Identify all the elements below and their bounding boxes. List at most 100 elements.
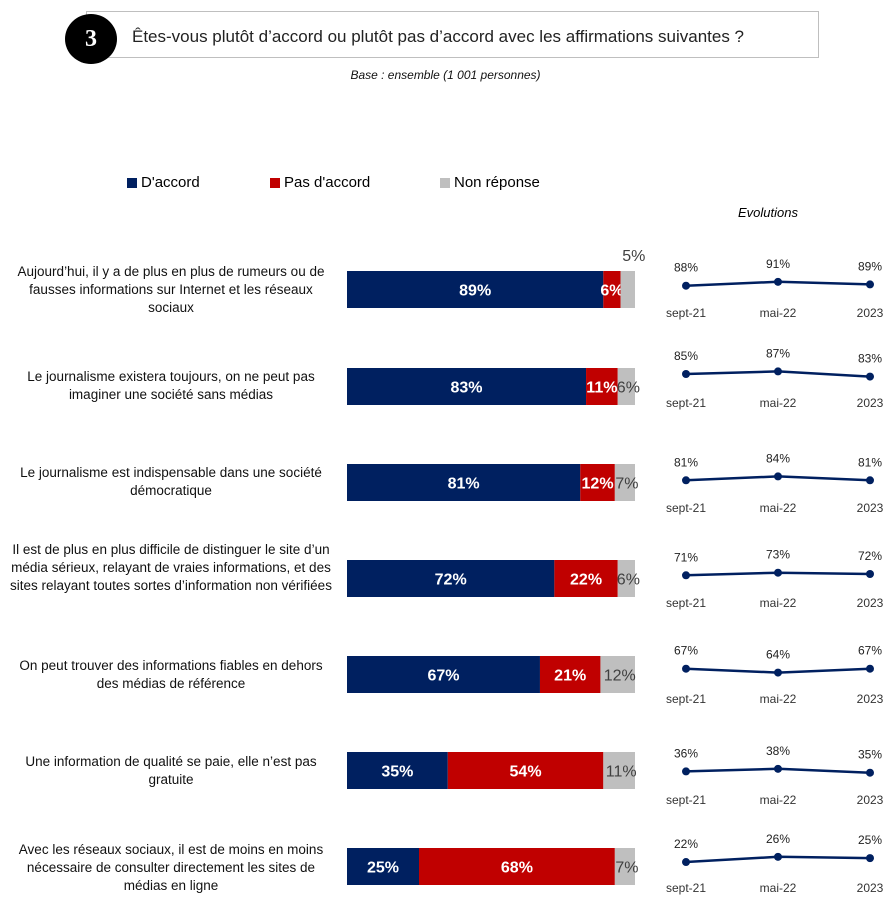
question-number-badge: 3 [65, 14, 117, 64]
evolution-x-label: mai-22 [760, 596, 797, 610]
evolution-value-label: 26% [766, 832, 790, 846]
evolution-point [682, 476, 690, 485]
evolution-point [866, 570, 874, 578]
bar-segment-pas-accord [539, 656, 601, 693]
evolution-value-label: 73% [766, 548, 790, 562]
evolution-x-label: sept-21 [666, 881, 706, 895]
evolution-value-label: 67% [858, 644, 882, 658]
evolution-value-label: 64% [766, 648, 790, 662]
legend-swatch-pas-accord [270, 177, 280, 188]
evolution-value-label: 84% [766, 451, 790, 465]
evolution-value-label: 85% [674, 349, 698, 363]
bar-segment-accord [347, 464, 581, 501]
legend-label: Pas d'accord [284, 174, 371, 191]
bar-segment-pas-accord [447, 752, 604, 789]
bar-segment-non-reponse [614, 848, 635, 885]
statement-label: Une information de qualité se paie, elle… [25, 754, 317, 787]
bar-value-label: 12% [604, 668, 636, 685]
evolution-point [682, 281, 690, 290]
bar-value-label: 68% [501, 860, 533, 877]
statement-label: Le journalisme existera toujours, on ne … [27, 369, 315, 402]
statement-label: Avec les réseaux sociaux, il est de moin… [18, 842, 324, 893]
evolution-point [866, 280, 874, 289]
evolution-value-label: 81% [858, 455, 882, 469]
evolution-x-label: mai-22 [760, 881, 797, 895]
evolution-x-label: sept-21 [666, 596, 706, 610]
bar-segment-non-reponse [614, 464, 635, 501]
evolution-x-label: sept-21 [666, 396, 706, 410]
bar-value-label: 11% [586, 380, 617, 397]
bar-segment-accord [347, 656, 540, 693]
evolutions-title: Evolutions [738, 205, 798, 220]
bar-segment-pas-accord [603, 271, 621, 308]
legend-item-accord: D'accord [127, 174, 200, 191]
bar-value-label: 54% [510, 764, 542, 781]
evolution-value-label: 83% [858, 352, 882, 366]
evolution-x-label: mai-22 [760, 692, 797, 706]
evolution-x-label: 2023 [857, 306, 884, 320]
statement-label: Le journalisme est indispensable dans un… [20, 465, 322, 498]
bar-value-label: 83% [451, 380, 483, 397]
bar-value-label: 72% [435, 572, 467, 589]
evolution-x-label: 2023 [857, 881, 884, 895]
evolution-point [682, 767, 690, 776]
bar-value-label: 25% [367, 860, 399, 877]
evolution-x-label: sept-21 [666, 306, 706, 320]
evolution-value-label: 81% [674, 455, 698, 469]
evolution-point [682, 664, 690, 673]
bar-segment-non-reponse [600, 656, 635, 693]
evolution-point [774, 277, 782, 286]
evolution-value-label: 67% [674, 644, 698, 658]
bar-segment-pas-accord [580, 464, 615, 501]
bar-segment-non-reponse [603, 752, 635, 789]
bar-value-label: 89% [459, 283, 491, 300]
bar-value-label: 67% [427, 668, 459, 685]
bar-value-label: 11% [606, 764, 637, 781]
legend-label: Non réponse [454, 174, 540, 191]
question-number: 3 [85, 25, 97, 52]
legend-swatch-accord [127, 177, 137, 188]
legend-item-pas-accord: Pas d'accord [270, 174, 370, 191]
legend-swatch-non-reponse [440, 177, 450, 188]
bar-value-label: 22% [570, 572, 602, 589]
evolution-point [682, 370, 690, 378]
bar-value-label: 81% [448, 476, 480, 493]
evolution-x-label: sept-21 [666, 793, 706, 807]
bar-segment-accord [347, 368, 587, 405]
bar-value-label: 5% [622, 248, 645, 265]
bar-segment-accord [347, 848, 419, 885]
bar-segment-pas-accord [419, 848, 615, 885]
evolution-x-label: 2023 [857, 501, 884, 515]
bar-value-label: 7% [615, 476, 638, 493]
legend-item-non-reponse: Non réponse [440, 174, 540, 191]
evolution-x-label: 2023 [857, 793, 884, 807]
evolution-value-label: 35% [858, 748, 882, 762]
evolution-value-label: 91% [766, 257, 790, 271]
evolution-value-label: 25% [858, 833, 882, 847]
evolution-value-label: 88% [674, 261, 698, 275]
bar-segment-pas-accord [554, 560, 618, 597]
statement-label: On peut trouver des informations fiables… [19, 658, 323, 691]
evolution-x-label: mai-22 [760, 501, 797, 515]
evolution-x-label: 2023 [857, 396, 884, 410]
evolution-point [866, 664, 874, 673]
base-note: Base : ensemble (1 001 personnes) [350, 68, 541, 82]
bar-segment-accord [347, 560, 555, 597]
evolution-x-label: sept-21 [666, 692, 706, 706]
evolution-x-label: mai-22 [760, 396, 797, 410]
evolution-value-label: 22% [674, 837, 698, 851]
evolution-point [774, 367, 782, 376]
evolution-value-label: 89% [858, 259, 882, 273]
evolution-point [774, 668, 782, 677]
bar-segment-accord [347, 271, 604, 308]
bar-segment-non-reponse [617, 560, 635, 597]
evolution-point [866, 768, 874, 777]
question-header-box [86, 11, 819, 58]
statement-label: Il est de plus en plus difficile de dist… [10, 542, 332, 593]
evolution-point [774, 568, 782, 577]
evolution-value-label: 36% [674, 746, 698, 760]
evolution-point [774, 852, 782, 861]
evolution-value-label: 87% [766, 346, 790, 360]
bar-segment-accord [347, 752, 448, 789]
